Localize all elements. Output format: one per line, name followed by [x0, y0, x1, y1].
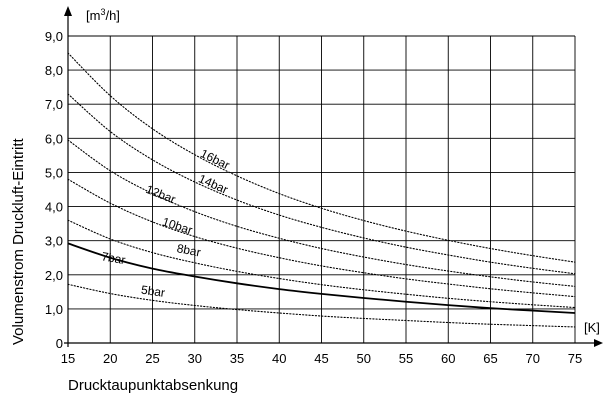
axes [64, 6, 603, 347]
x-tick-label: 25 [145, 351, 159, 366]
y-tick-label: 3,0 [45, 234, 63, 249]
x-axis-unit: [K] [584, 320, 600, 335]
series-label-12bar: 12bar [144, 182, 178, 206]
tick-labels: 15 20 25 30 35 40 45 50 55 60 65 70 75 0 1,0 2,0 3,0 4,0 5… [45, 29, 582, 366]
x-axis-arrow [594, 339, 603, 347]
series-label-14bar: 14bar [196, 172, 230, 197]
series-line-10bar [67, 178, 576, 298]
x-tick-label: 70 [526, 351, 540, 366]
y-axis-unit-base: [m [86, 8, 100, 23]
y-axis-unit: [m3/h] [86, 7, 120, 23]
y-tick-label: 2,0 [45, 268, 63, 283]
series-lines [67, 52, 576, 328]
series-line-16bar [67, 52, 576, 263]
y-tick-label: 1,0 [45, 302, 63, 317]
y-axis-unit-tail: /h] [105, 8, 119, 23]
x-tick-label: 30 [188, 351, 202, 366]
x-tick-label: 60 [441, 351, 455, 366]
x-tick-label: 45 [314, 351, 328, 366]
x-tick-label: 40 [272, 351, 286, 366]
y-tick-label: 9,0 [45, 29, 63, 44]
y-tick-label: 5,0 [45, 165, 63, 180]
series-label-7bar: 7bar [100, 249, 126, 267]
x-axis-title: Drucktaupunktabsenkung [68, 377, 238, 394]
x-tick-label: 20 [103, 351, 117, 366]
x-tick-label: 65 [483, 351, 497, 366]
y-tick-label: 7,0 [45, 97, 63, 112]
x-tick-label: 15 [61, 351, 75, 366]
y-tick-label: 4,0 [45, 200, 63, 215]
series-label-5bar: 5bar [140, 283, 166, 300]
series-label-8bar: 8bar [176, 241, 202, 259]
series-line-5bar [67, 283, 576, 328]
series-label-10bar: 10bar [161, 215, 195, 238]
y-axis-arrow [64, 6, 72, 16]
series-line-8bar [67, 219, 576, 309]
x-tick-label: 35 [230, 351, 244, 366]
x-tick-label: 50 [357, 351, 371, 366]
x-tick-label: 75 [568, 351, 582, 366]
y-axis-unit-superscript: 3 [100, 7, 105, 17]
y-tick-label: 8,0 [45, 63, 63, 78]
series-label-16bar: 16bar [198, 146, 232, 172]
series-line-7bar [67, 242, 576, 314]
series-line-12bar [67, 139, 576, 287]
y-tick-label: 6,0 [45, 131, 63, 146]
y-axis-title: Volumenstrom Druckluft-Eintritt [10, 137, 27, 345]
x-tick-label: 55 [399, 351, 413, 366]
y-tick-label: 0 [56, 336, 63, 351]
